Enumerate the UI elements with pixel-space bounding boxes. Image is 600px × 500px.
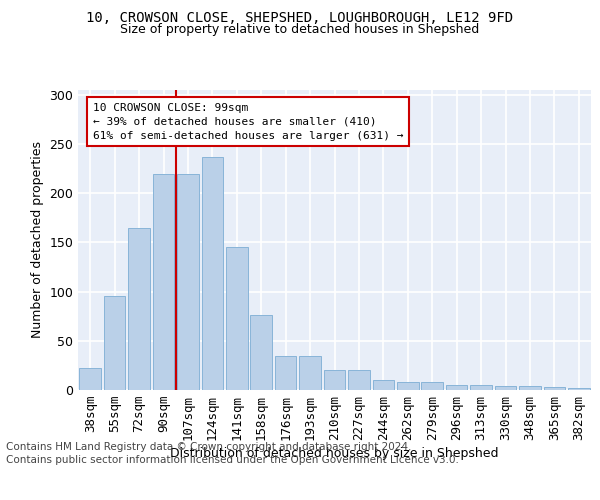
Bar xyxy=(397,382,419,390)
Text: Contains HM Land Registry data © Crown copyright and database right 2024.: Contains HM Land Registry data © Crown c… xyxy=(6,442,412,452)
Text: Contains public sector information licensed under the Open Government Licence v3: Contains public sector information licen… xyxy=(6,455,459,465)
Bar xyxy=(79,368,101,390)
Bar xyxy=(153,174,174,390)
Bar xyxy=(421,382,443,390)
Bar xyxy=(544,387,565,390)
Bar xyxy=(128,228,150,390)
Bar xyxy=(373,380,394,390)
Bar xyxy=(177,174,199,390)
Bar xyxy=(446,385,467,390)
Bar xyxy=(202,157,223,390)
Bar xyxy=(348,370,370,390)
Bar xyxy=(519,386,541,390)
Bar xyxy=(104,296,125,390)
Bar xyxy=(275,356,296,390)
Bar xyxy=(495,386,516,390)
Bar xyxy=(250,315,272,390)
Bar xyxy=(226,248,248,390)
Text: 10, CROWSON CLOSE, SHEPSHED, LOUGHBOROUGH, LE12 9FD: 10, CROWSON CLOSE, SHEPSHED, LOUGHBOROUG… xyxy=(86,11,514,25)
X-axis label: Distribution of detached houses by size in Shepshed: Distribution of detached houses by size … xyxy=(170,447,499,460)
Bar xyxy=(299,356,321,390)
Y-axis label: Number of detached properties: Number of detached properties xyxy=(31,142,44,338)
Bar xyxy=(568,388,590,390)
Text: Size of property relative to detached houses in Shepshed: Size of property relative to detached ho… xyxy=(121,24,479,36)
Bar xyxy=(324,370,345,390)
Bar xyxy=(470,385,492,390)
Text: 10 CROWSON CLOSE: 99sqm
← 39% of detached houses are smaller (410)
61% of semi-d: 10 CROWSON CLOSE: 99sqm ← 39% of detache… xyxy=(92,103,403,141)
